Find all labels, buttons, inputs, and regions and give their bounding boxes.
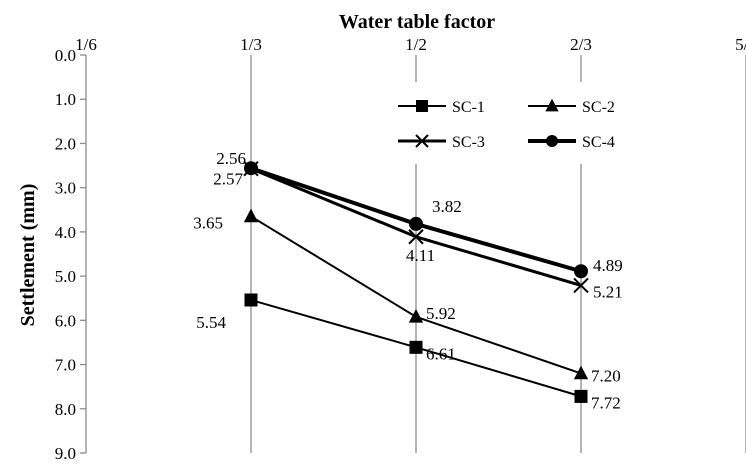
data-label: 6.61 bbox=[426, 344, 456, 363]
marker-triangle bbox=[573, 365, 589, 380]
x-axis-title: Water table factor bbox=[339, 11, 495, 33]
marker-circle bbox=[243, 161, 258, 176]
marker-square bbox=[574, 389, 588, 403]
data-label: 2.57 bbox=[213, 170, 243, 189]
y-tick-label: 7.0 bbox=[55, 356, 76, 375]
marker-x bbox=[573, 277, 589, 294]
x-tick-label: 1/2 bbox=[405, 35, 427, 54]
y-tick-label: 3.0 bbox=[55, 179, 76, 198]
legend-label-sc-4: SC-4 bbox=[582, 134, 615, 151]
marker-circle bbox=[574, 264, 589, 279]
data-label: 7.72 bbox=[591, 393, 621, 412]
x-tick-label: 2/3 bbox=[570, 35, 592, 54]
y-tick-label: 4.0 bbox=[55, 223, 76, 242]
marker-square bbox=[409, 340, 423, 354]
y-tick-label: 9.0 bbox=[55, 444, 76, 463]
legend-label-sc-2: SC-2 bbox=[582, 99, 615, 116]
marker-x bbox=[408, 229, 424, 245]
marker-triangle bbox=[408, 308, 424, 323]
marker-circle bbox=[409, 216, 423, 231]
marker-square bbox=[416, 100, 428, 112]
data-label: 4.89 bbox=[593, 256, 623, 275]
axes: 1/6 1/3 1/2 2/3 5/6 0.0 1.0 2.0 3.0 4.0 5.0 6.0 7.0 8… bbox=[55, 35, 746, 463]
legend-label-sc-1: SC-1 bbox=[452, 99, 485, 116]
marker-square bbox=[244, 293, 258, 307]
legend-box bbox=[385, 82, 725, 164]
marker-triangle bbox=[545, 98, 559, 112]
y-tick-label: 5.0 bbox=[55, 267, 76, 286]
data-labels: 5.54 6.61 7.72 3.65 5.92 7.20 2.57 4.11 5.21 2.56… bbox=[193, 149, 623, 412]
x-tick-label: 1/6 bbox=[75, 35, 97, 54]
series-sc-4 bbox=[243, 161, 589, 279]
marker-circle bbox=[546, 135, 558, 147]
data-label: 3.65 bbox=[193, 213, 223, 232]
data-label: 5.54 bbox=[196, 313, 226, 332]
data-label: 7.20 bbox=[591, 366, 621, 385]
series bbox=[243, 160, 589, 403]
y-axis-title: Settlement (mm) bbox=[17, 184, 39, 327]
legend-label-sc-3: SC-3 bbox=[452, 134, 485, 151]
legend: SC-1 SC-2 SC-3 SC-4 bbox=[385, 82, 725, 164]
data-label: 5.92 bbox=[426, 304, 456, 323]
series-sc-1 bbox=[244, 293, 588, 403]
data-label: 4.11 bbox=[406, 246, 435, 265]
y-tick-label: 1.0 bbox=[55, 90, 76, 109]
y-tick-label: 0.0 bbox=[55, 46, 76, 65]
series-sc-2 bbox=[243, 208, 589, 380]
data-label: 3.82 bbox=[432, 197, 462, 216]
x-tick-label: 5/6 bbox=[735, 35, 746, 54]
y-tick-label: 8.0 bbox=[55, 400, 76, 419]
y-tick-label: 2.0 bbox=[55, 134, 76, 153]
marker-x bbox=[415, 134, 429, 148]
marker-triangle bbox=[243, 208, 259, 223]
y-tick-label: 6.0 bbox=[55, 311, 76, 330]
data-label: 2.56 bbox=[216, 149, 246, 168]
data-label: 5.21 bbox=[593, 282, 623, 301]
x-tick-label: 1/3 bbox=[240, 35, 262, 54]
